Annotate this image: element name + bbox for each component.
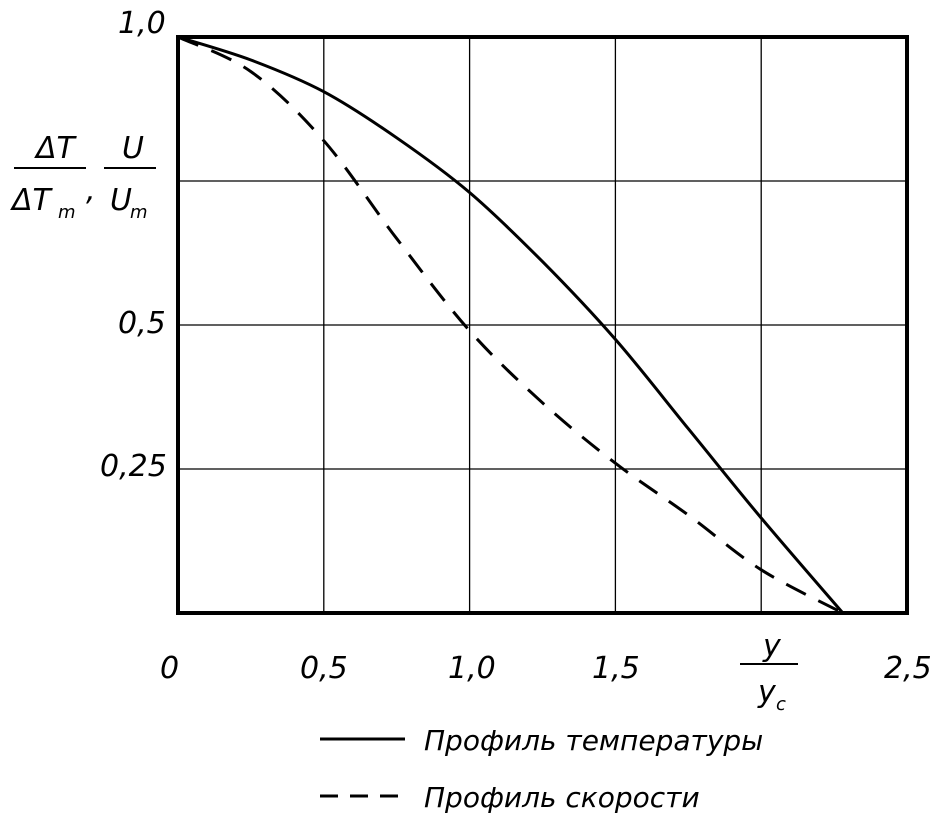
- x-tick-label-1-5: 1,5: [592, 651, 640, 686]
- x-label-yc-sub: c: [776, 694, 786, 715]
- y-label-um-sub: m: [130, 202, 148, 223]
- legend-label-temperature: Профиль температуры: [424, 724, 763, 757]
- y-label-um: U: [110, 183, 132, 218]
- y-axis-label: ΔT ΔT m , U U m: [10, 131, 156, 223]
- x-tick-label-2-5: 2,5: [884, 651, 932, 686]
- y-label-dtm-sub: m: [58, 202, 76, 223]
- y-label-dtm: ΔT: [10, 183, 54, 218]
- x-label-yc: y: [757, 675, 777, 710]
- y-tick-label-1-0: 1,0: [118, 6, 166, 41]
- y-tick-label-0-5: 0,5: [118, 306, 166, 341]
- y-tick-label-0-25: 0,25: [100, 449, 167, 484]
- x-axis-label: y y c: [740, 629, 798, 715]
- legend-label-velocity: Профиль скорости: [424, 781, 700, 814]
- series-line-temperature: [177, 35, 844, 614]
- grid: [178, 37, 907, 613]
- y-label-comma: ,: [86, 173, 96, 208]
- x-tick-label-1-0: 1,0: [448, 651, 496, 686]
- x-tick-label-0: 0: [160, 651, 179, 686]
- x-tick-label-0-5: 0,5: [300, 651, 348, 686]
- plot-frame: [176, 35, 909, 615]
- y-label-dt: ΔT: [34, 131, 78, 166]
- x-label-y: y: [762, 629, 782, 664]
- legend: Профиль температуры Профиль скорости: [320, 724, 763, 814]
- y-label-u: U: [122, 131, 144, 166]
